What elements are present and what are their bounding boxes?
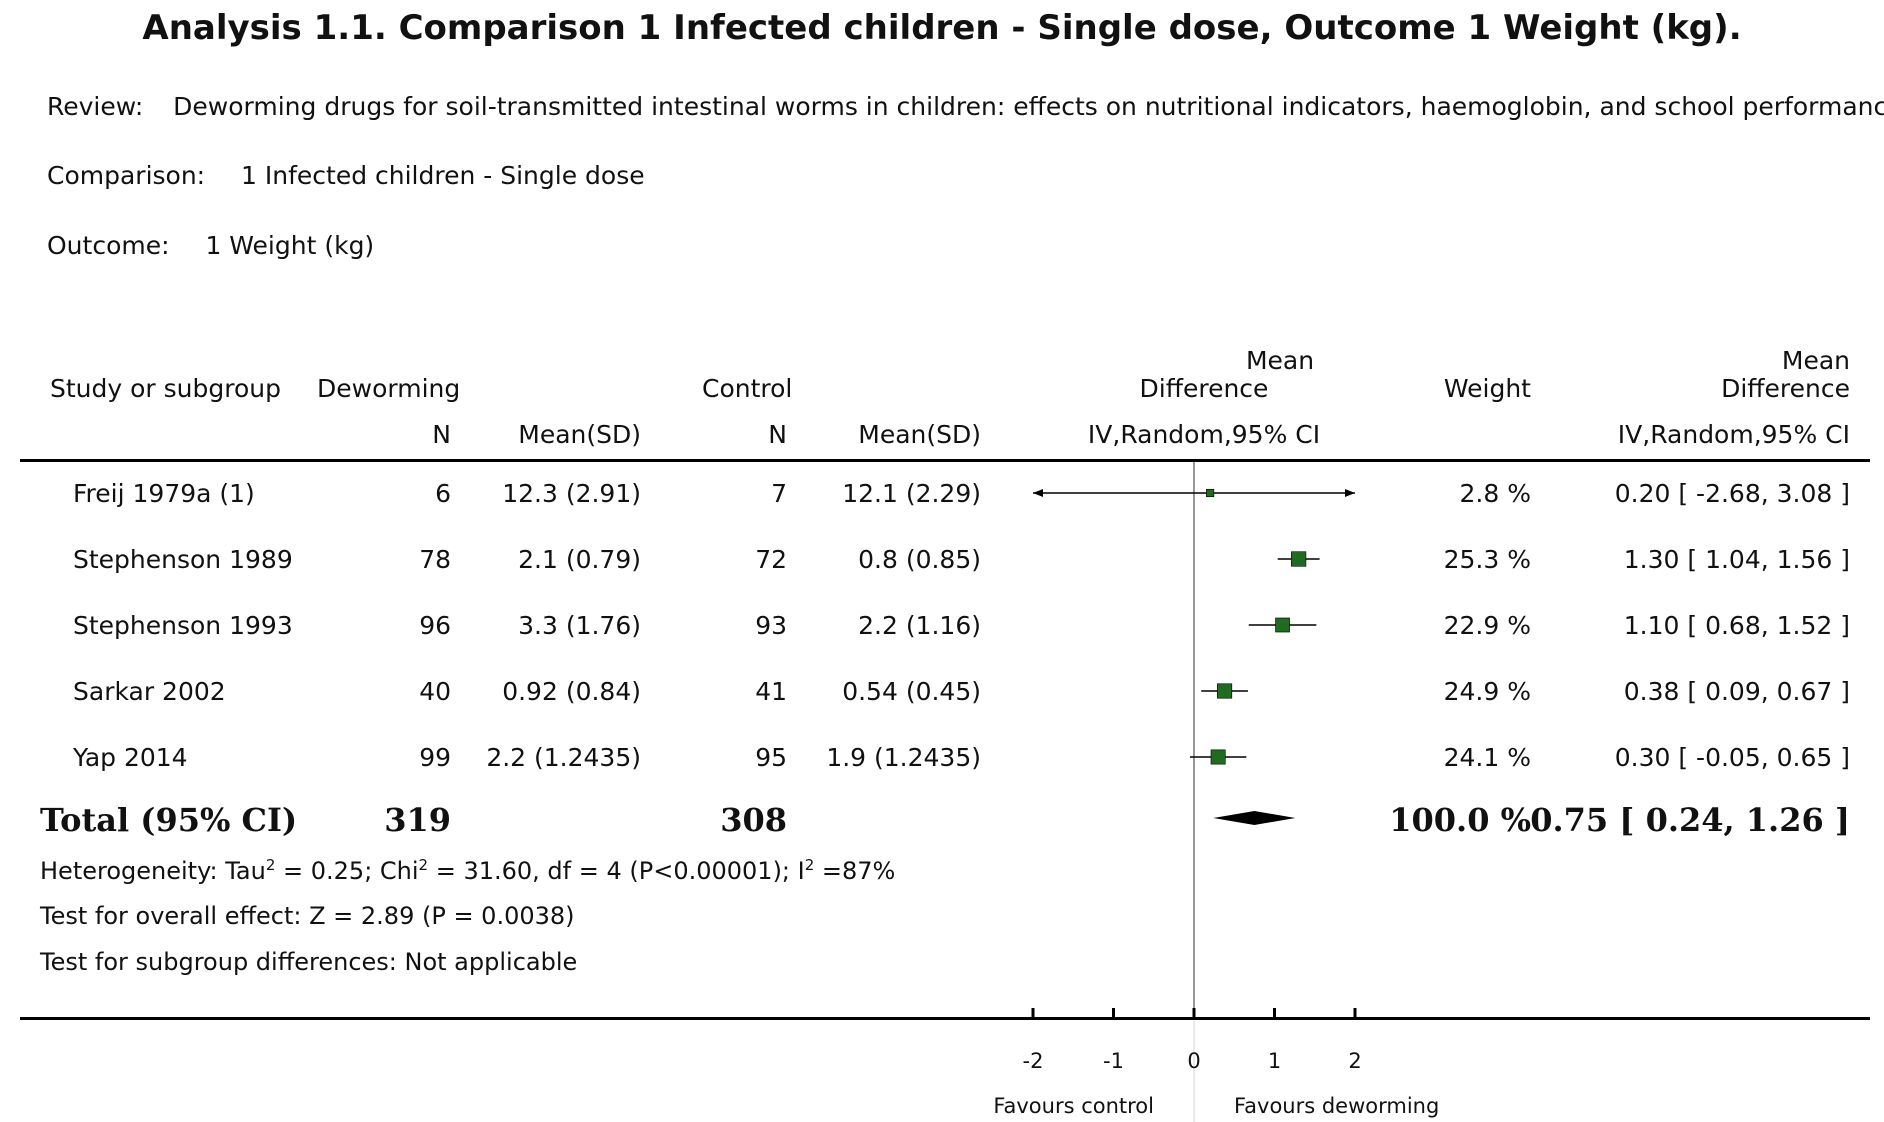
deworming-n: 99 (419, 743, 451, 772)
study-name: Yap 2014 (73, 743, 188, 772)
study-ci: 0.38 [ 0.09, 0.67 ] (1623, 677, 1850, 706)
deworming-n: 96 (419, 611, 451, 640)
total-label: Total (95% CI) (40, 801, 298, 839)
col-md-mid: Difference (1139, 374, 1269, 403)
comparison-text: 1 Infected children - Single dose (241, 161, 645, 190)
col-md-top: Mean (1245, 346, 1315, 375)
col-study: Study or subgroup (50, 374, 281, 403)
total-control-n: 308 (720, 801, 787, 839)
control-n: 72 (755, 545, 787, 574)
col-weight: Weight (1443, 374, 1531, 403)
col-deworming-n: N (432, 420, 451, 449)
comparison-label: Comparison: (47, 161, 206, 190)
control-mean-sd: 12.1 (2.29) (842, 479, 981, 508)
review-line: Review: Deworming drugs for soil-transmi… (47, 92, 1884, 121)
col-md2-method: IV,Random,95% CI (1617, 420, 1850, 449)
control-n: 7 (771, 479, 787, 508)
favours-control-label: Favours control (993, 1094, 1154, 1118)
study-marker (1291, 551, 1307, 567)
review-label: Review: (47, 92, 144, 121)
outcome-text: 1 Weight (kg) (205, 231, 375, 260)
deworming-n: 40 (419, 677, 451, 706)
study-marker (1206, 488, 1215, 498)
x-tick-label: -2 (1023, 1049, 1044, 1073)
study-name: Freij 1979a (1) (73, 479, 255, 508)
control-n: 41 (755, 677, 787, 706)
study-name: Stephenson 1993 (73, 611, 293, 640)
study-marker (1210, 749, 1226, 765)
deworming-mean-sd: 2.1 (0.79) (518, 545, 641, 574)
review-text: Deworming drugs for soil-transmitted int… (173, 92, 1884, 121)
study-weight: 2.8 % (1459, 479, 1531, 508)
header-rule (20, 459, 1870, 462)
deworming-mean-sd: 12.3 (2.91) (502, 479, 641, 508)
col-md2-mid: Difference (1721, 374, 1850, 403)
total-weight: 100.0 % (1389, 801, 1531, 839)
outcome-line: Outcome: 1 Weight (kg) (47, 231, 374, 260)
study-weight: 24.9 % (1443, 677, 1531, 706)
deworming-mean-sd: 2.2 (1.2435) (486, 743, 641, 772)
study-ci: 0.20 [ -2.68, 3.08 ] (1614, 479, 1850, 508)
study-ci: 1.10 [ 0.68, 1.52 ] (1623, 611, 1850, 640)
deworming-n: 6 (435, 479, 451, 508)
col-deworming: Deworming (317, 374, 461, 403)
total-ci: 0.75 [ 0.24, 1.26 ] (1530, 801, 1850, 839)
analysis-title: Analysis 1.1. Comparison 1 Infected chil… (142, 8, 1742, 48)
ci-arrow-right (1345, 489, 1355, 497)
control-n: 95 (755, 743, 787, 772)
col-control-n: N (768, 420, 787, 449)
col-deworming-mean-sd: Mean(SD) (518, 420, 641, 449)
col-control-mean-sd: Mean(SD) (858, 420, 981, 449)
study-name: Sarkar 2002 (73, 677, 226, 706)
outcome-label: Outcome: (47, 231, 170, 260)
study-marker (1275, 617, 1290, 633)
study-weight: 22.9 % (1443, 611, 1531, 640)
deworming-mean-sd: 0.92 (0.84) (502, 677, 641, 706)
control-mean-sd: 2.2 (1.16) (858, 611, 981, 640)
control-n: 93 (755, 611, 787, 640)
x-tick-label: -1 (1103, 1049, 1124, 1073)
study-name: Stephenson 1989 (73, 545, 293, 574)
study-ci: 1.30 [ 1.04, 1.56 ] (1623, 545, 1850, 574)
study-weight: 24.1 % (1443, 743, 1531, 772)
x-tick-label: 1 (1268, 1049, 1281, 1073)
subgroup-diff-text: Test for subgroup differences: Not appli… (40, 948, 578, 976)
col-md2-top: Mean (1781, 346, 1850, 375)
deworming-n: 78 (419, 545, 451, 574)
x-tick-label: 2 (1348, 1049, 1361, 1073)
ci-arrow-left (1033, 489, 1043, 497)
col-control: Control (702, 374, 793, 403)
x-tick-label: 0 (1187, 1049, 1200, 1073)
study-weight: 25.3 % (1443, 545, 1531, 574)
favours-deworming-label: Favours deworming (1234, 1094, 1439, 1118)
overall-effect-text: Test for overall effect: Z = 2.89 (P = 0… (40, 902, 575, 930)
bottom-rule (20, 1017, 1870, 1020)
study-marker (1217, 683, 1233, 699)
study-ci: 0.30 [ -0.05, 0.65 ] (1614, 743, 1850, 772)
control-mean-sd: 0.8 (0.85) (858, 545, 981, 574)
control-mean-sd: 0.54 (0.45) (842, 677, 981, 706)
control-mean-sd: 1.9 (1.2435) (826, 743, 981, 772)
col-md-method: IV,Random,95% CI (1087, 420, 1321, 449)
total-diamond (1213, 811, 1296, 825)
deworming-mean-sd: 3.3 (1.76) (518, 611, 641, 640)
total-deworming-n: 319 (384, 801, 451, 839)
heterogeneity-text: Heterogeneity: Tau2 = 0.25; Chi2 = 31.60… (40, 856, 896, 885)
comparison-line: Comparison: 1 Infected children - Single… (47, 161, 645, 190)
